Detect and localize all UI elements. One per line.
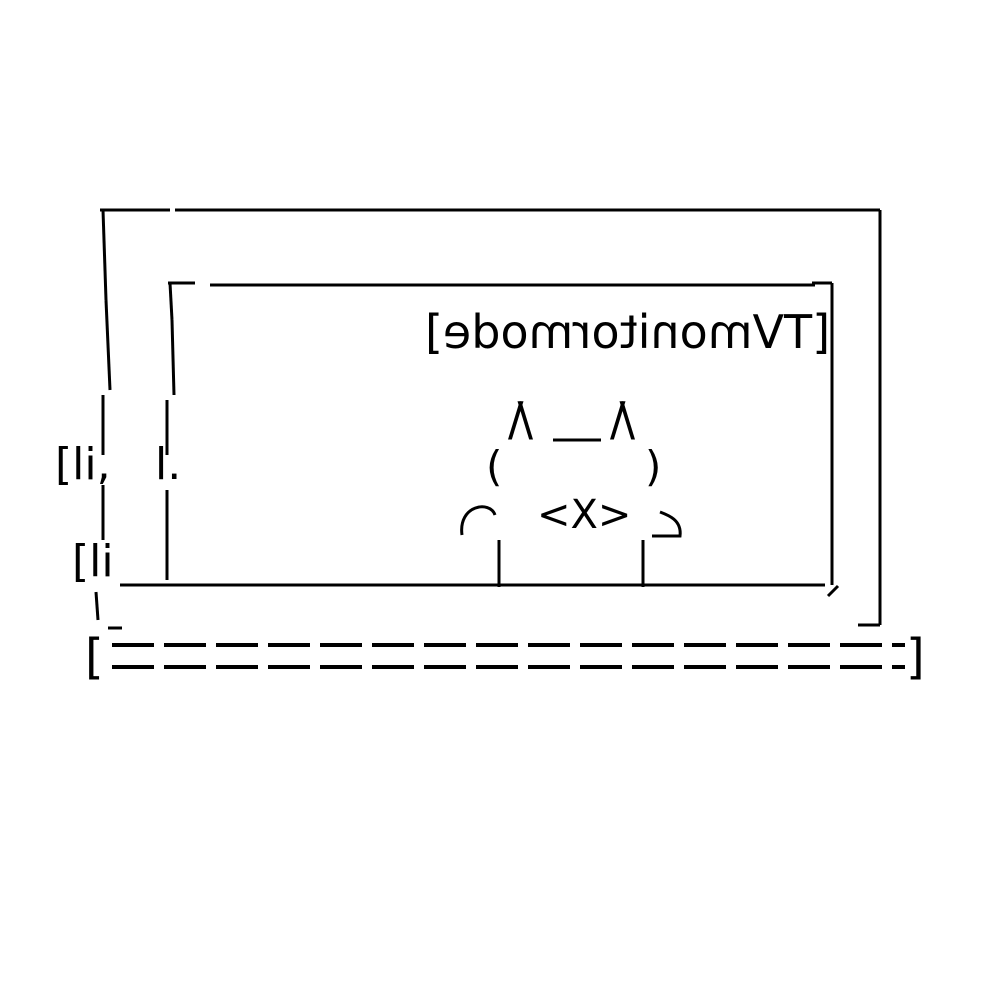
left-bracket-text-2: [li <box>72 536 114 587</box>
cat-face: <X> <box>537 492 632 538</box>
cat-ear-left: /\ <box>508 392 533 446</box>
screen-label-text: [TVmonitormode] <box>424 305 830 359</box>
screen-left <box>168 282 174 321</box>
base-left-bracket: [ <box>85 629 104 685</box>
cat-ear-right: /\ <box>610 392 635 446</box>
left-bracket-text-1: [li, <box>55 439 111 490</box>
screen-label: [TVmonitormode] <box>425 305 830 359</box>
base-right-bracket: ] <box>906 629 925 685</box>
outer-frame-left <box>101 209 108 301</box>
cat-head-right: ) <box>645 442 662 491</box>
cat-head-left: ( <box>486 442 503 491</box>
left-bracket-text-1b: l. <box>155 439 182 490</box>
cat-hand-left <box>460 505 497 536</box>
cat-hand-right <box>652 510 682 538</box>
